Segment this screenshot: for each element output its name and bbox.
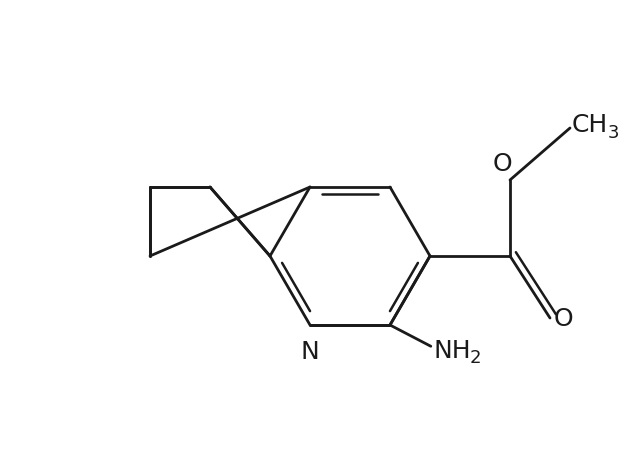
Text: 3: 3 [608,124,620,142]
Text: 2: 2 [469,348,481,366]
Text: O: O [492,152,512,175]
Text: NH: NH [433,338,471,362]
Text: N: N [301,339,319,363]
Text: O: O [554,307,573,330]
Text: CH: CH [572,113,608,137]
